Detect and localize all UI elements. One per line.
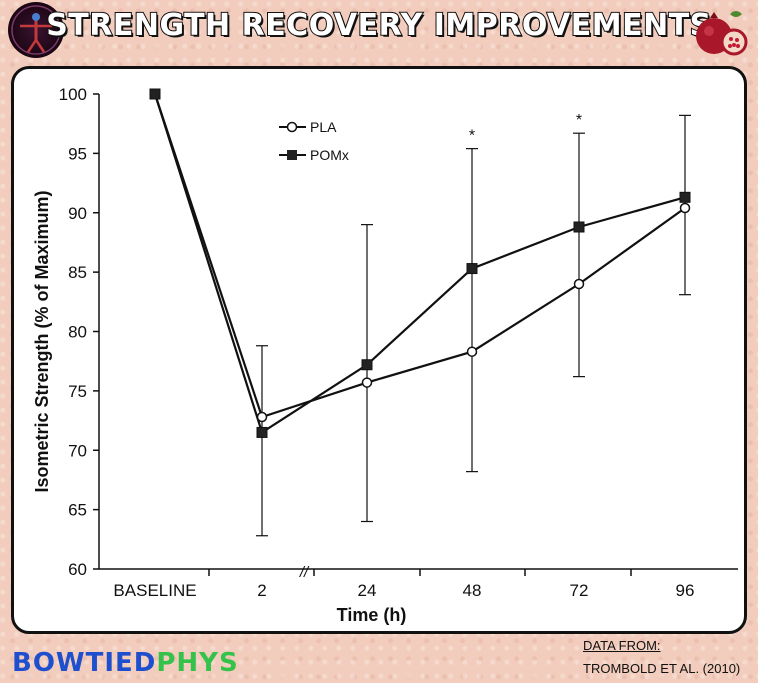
data-point-pla — [256, 411, 268, 423]
y-tick-label: 90 — [68, 204, 87, 223]
data-point-pomx — [679, 191, 691, 203]
strength-line-chart: 60 65 70 75 80 85 90 95 100 BASELINE 2 24 48 72 96 // Ti… — [32, 85, 738, 625]
significance-marker: * — [576, 112, 582, 129]
axis-break-mark: // — [299, 564, 310, 581]
y-axis-label: Isometric Strength (% of Maximum) — [32, 190, 52, 492]
y-tick-label: 100 — [59, 85, 87, 104]
data-point-pomx — [361, 359, 373, 371]
x-axis-label: Time (h) — [337, 605, 407, 625]
data-point-pomx — [256, 426, 268, 438]
y-tick-label: 80 — [68, 323, 87, 342]
x-tick-label: BASELINE — [113, 581, 196, 600]
y-tick-label: 65 — [68, 501, 87, 520]
x-tick-label: 72 — [570, 581, 589, 600]
y-tick-label: 70 — [68, 441, 87, 460]
anatomy-logo-icon — [8, 2, 64, 58]
brand-part-2: PHYS — [156, 648, 239, 678]
data-point-pla — [679, 202, 691, 214]
page-title: STRENGTH RECOVERY IMPROVEMENTS — [45, 7, 712, 44]
x-tick-label: 24 — [358, 581, 377, 600]
chart-card: 60 65 70 75 80 85 90 95 100 BASELINE 2 24 48 72 96 // Ti… — [11, 66, 747, 634]
legend-marker-pomx — [287, 150, 297, 160]
y-tick-label: 60 — [68, 560, 87, 579]
y-tick-label: 75 — [68, 382, 87, 401]
data-source-reference: TROMBOLD ET AL. (2010) — [583, 661, 741, 676]
pomegranate-icon — [690, 4, 750, 60]
series-line-pla — [153, 93, 686, 419]
data-point-pomx — [466, 263, 478, 275]
brand-logo: BOWTIEDPHYS — [12, 648, 239, 678]
data-point-pla — [361, 377, 373, 388]
significance-marker: * — [469, 128, 475, 145]
x-tick-label: 48 — [463, 581, 482, 600]
x-tick-label: 96 — [676, 581, 695, 600]
data-point-pomx — [573, 221, 585, 233]
legend-label-pomx: POMx — [310, 147, 349, 163]
brand-part-1: BOWTIED — [12, 648, 157, 678]
legend-label-pla: PLA — [310, 119, 337, 135]
data-source: DATA FROM: TROMBOLD ET AL. (2010) — [583, 638, 740, 676]
data-source-label: DATA FROM: — [583, 638, 661, 653]
legend-marker-pla — [286, 121, 298, 133]
x-tick-label: 2 — [257, 581, 266, 600]
y-tick-label: 85 — [68, 263, 87, 282]
data-point-pomx — [149, 88, 161, 100]
series-line-pomx — [153, 93, 686, 435]
data-point-pla — [573, 278, 585, 290]
y-tick-label: 95 — [68, 144, 87, 163]
data-point-pla — [466, 346, 478, 357]
